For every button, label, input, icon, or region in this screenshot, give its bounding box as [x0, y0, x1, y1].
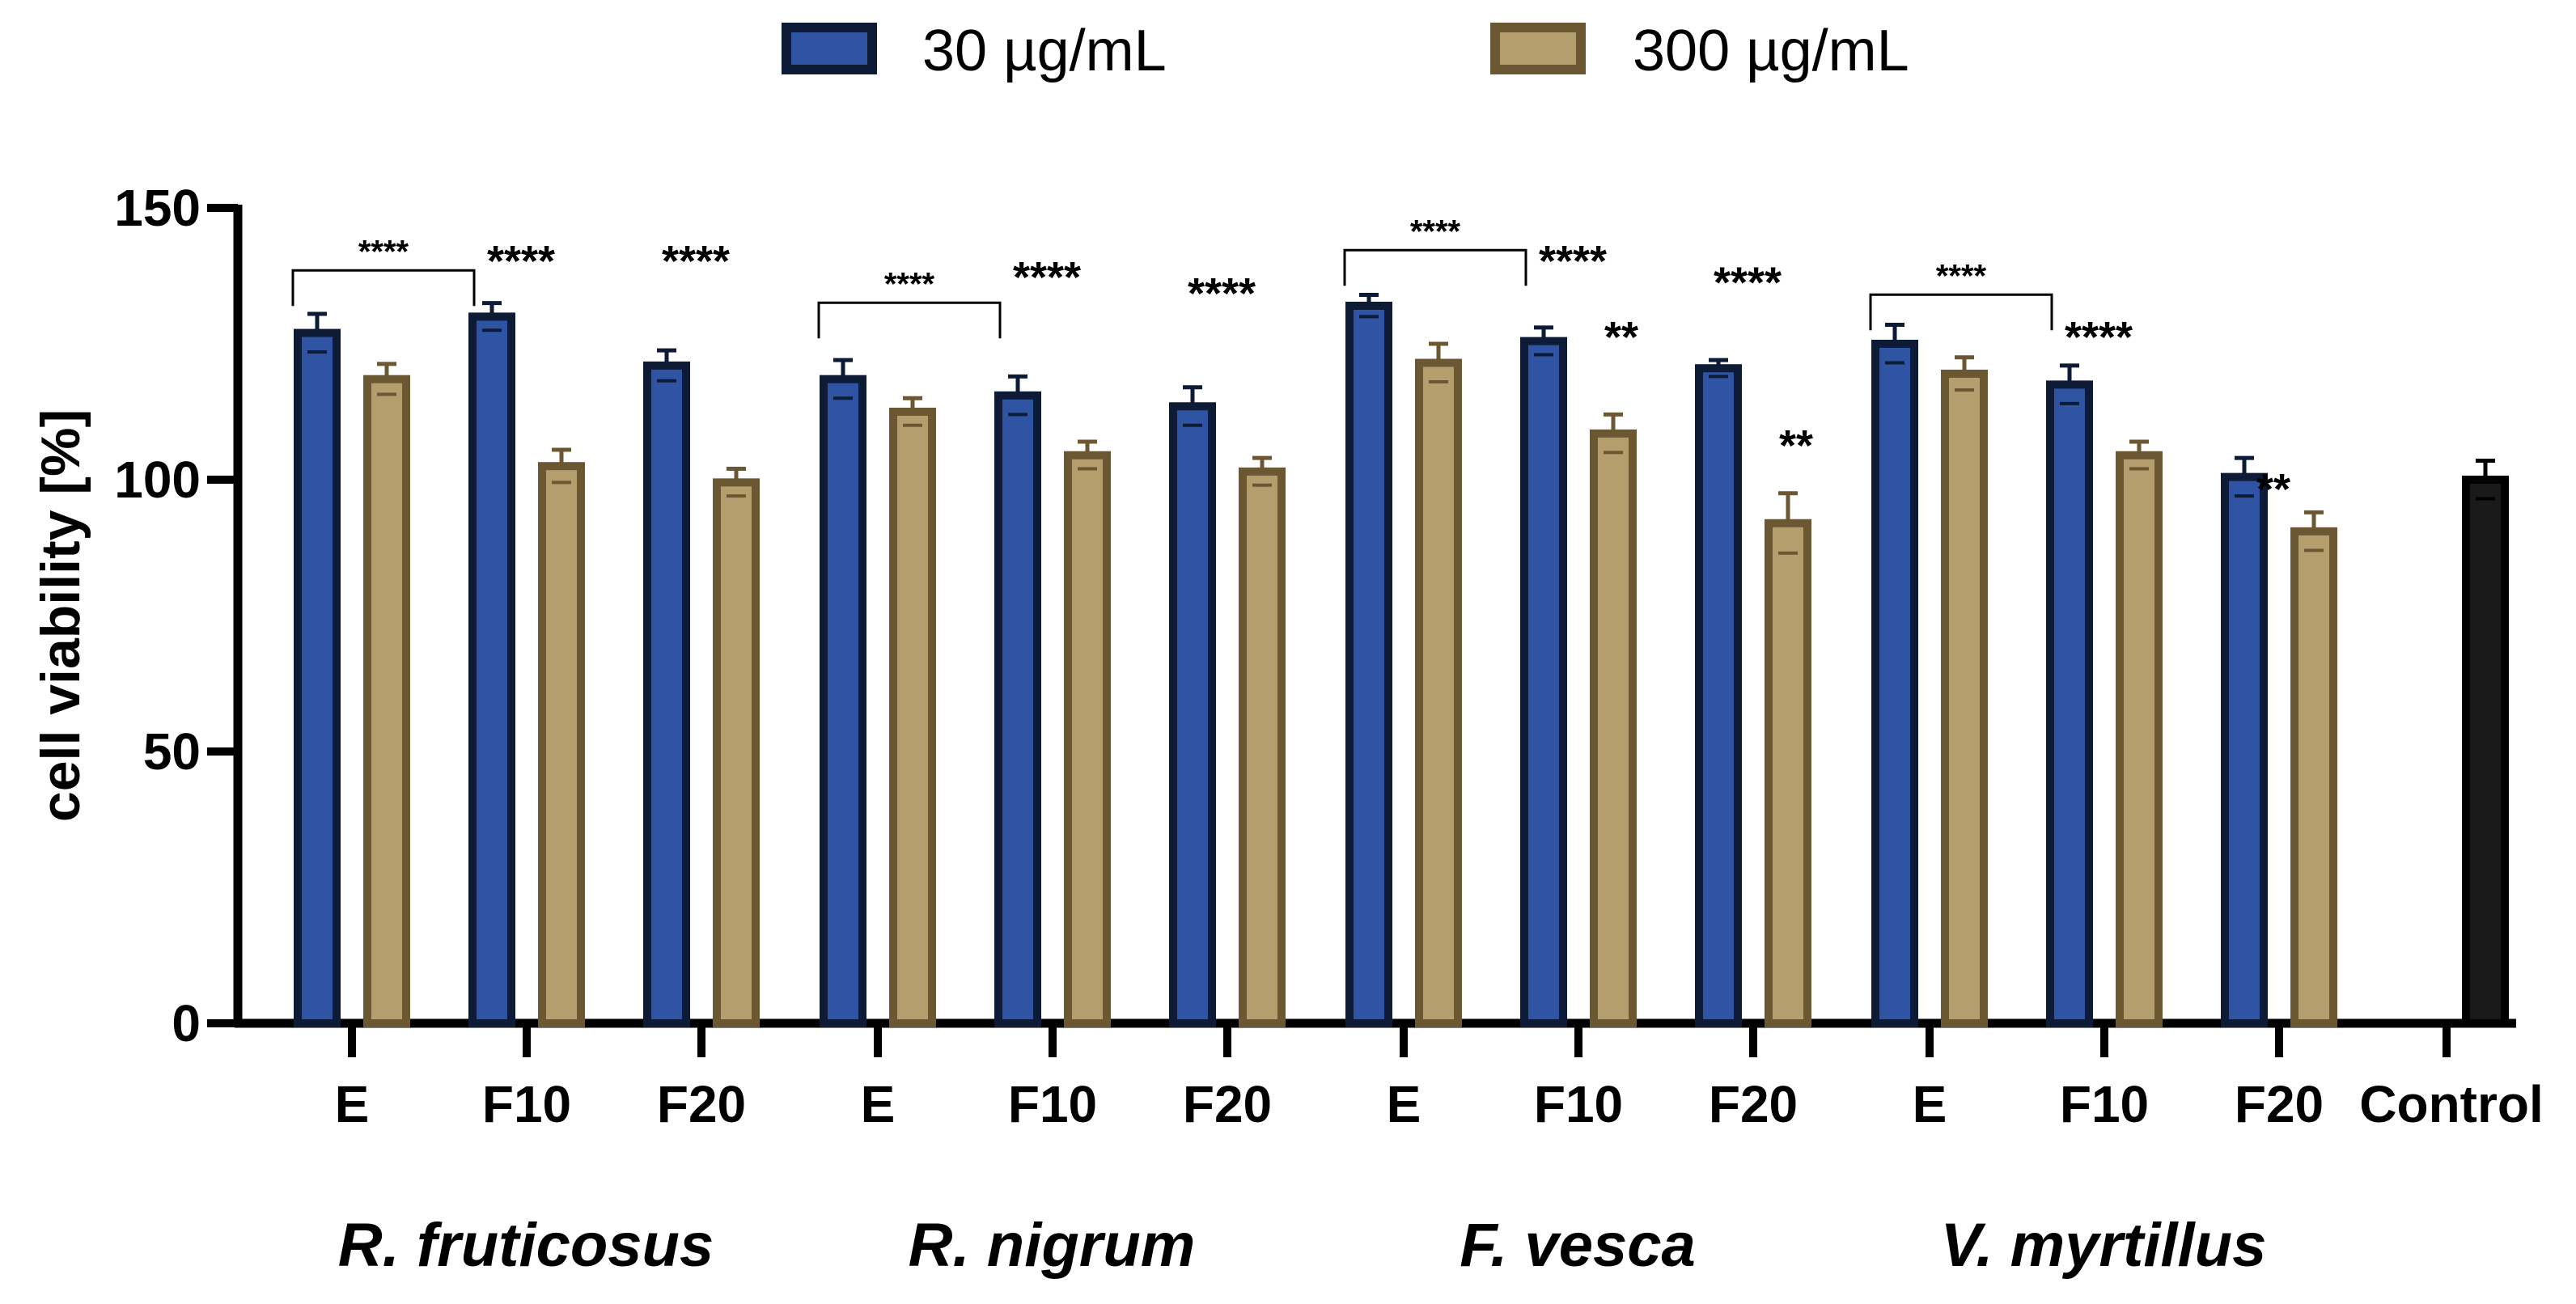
x-tick-label: F20 — [1183, 1075, 1272, 1133]
significance-bracket — [1869, 293, 2053, 331]
bar-30-r-nigrum-e — [820, 375, 866, 1027]
y-tick-label: 150 — [114, 179, 201, 237]
significance-mark: **** — [1539, 237, 1607, 286]
significance-mark: **** — [1410, 214, 1461, 249]
bar-30-v-myrtillus-e — [1871, 340, 1918, 1027]
x-tick-label: E — [335, 1075, 370, 1133]
x-tick-label: E — [861, 1075, 896, 1133]
significance-mark: **** — [662, 237, 730, 286]
bar-30-f-vesca-f20 — [1695, 364, 1742, 1027]
bar-30-v-myrtillus-f20 — [2221, 472, 2268, 1027]
y-tick-label: 50 — [143, 722, 201, 781]
significance-bracket — [817, 301, 1002, 339]
significance-mark: **** — [1188, 269, 1256, 318]
significance-mark: **** — [1936, 258, 1987, 294]
significance-marks: **** **** **** **** **** ********************… — [291, 214, 2290, 514]
bar-300-r-nigrum-e — [889, 408, 936, 1027]
bar-control — [2462, 476, 2509, 1027]
bar-30-r-fruticosus-e — [294, 328, 341, 1027]
significance-mark: ** — [2256, 465, 2290, 514]
legend: 30 µg/mL 300 µg/mL — [782, 19, 1909, 83]
bar-300-r-fruticosus-f10 — [538, 462, 585, 1027]
species-label: V. myrtillus — [1941, 1211, 2267, 1280]
x-tick-label: F20 — [1709, 1075, 1798, 1133]
x-tick-label: F10 — [482, 1075, 571, 1133]
x-tick-label: F10 — [1534, 1075, 1623, 1133]
significance-mark: **** — [1013, 253, 1081, 302]
bar-300-r-fruticosus-f20 — [713, 478, 760, 1027]
legend-swatch — [1490, 23, 1586, 74]
bar-300-v-myrtillus-f20 — [2290, 527, 2337, 1027]
significance-mark: ** — [1779, 421, 1813, 470]
x-tick-label: E — [1913, 1075, 1947, 1133]
y-axis-label: cell viability [%] — [30, 409, 91, 822]
y-tick-label: 100 — [114, 451, 201, 509]
significance-mark: ** — [1604, 313, 1638, 362]
x-labels: E F10 F20 R. fruticosus E F10 F20 R. nigrum E F10… — [335, 1075, 2544, 1280]
bar-30-v-myrtillus-f10 — [2046, 380, 2093, 1027]
bar-30-r-nigrum-f10 — [994, 391, 1041, 1027]
bar-30-f-vesca-f10 — [1520, 337, 1567, 1027]
species-label: F. vesca — [1460, 1211, 1696, 1280]
bar-30-r-fruticosus-f10 — [468, 312, 515, 1027]
x-tick-label: F10 — [1008, 1075, 1097, 1133]
legend-label: 300 µg/mL — [1633, 19, 1909, 83]
significance-mark: **** — [884, 266, 935, 302]
species-label: R. fruticosus — [338, 1211, 714, 1280]
x-tick-label-control: Control — [2359, 1075, 2544, 1133]
bar-30-r-fruticosus-f20 — [643, 361, 690, 1027]
species-label: R. nigrum — [909, 1211, 1196, 1280]
bar-300-v-myrtillus-f10 — [2116, 451, 2163, 1027]
bar-30-r-nigrum-f20 — [1169, 402, 1216, 1027]
x-tick-label: F20 — [657, 1075, 746, 1133]
significance-mark: **** — [2065, 313, 2133, 362]
x-tick-label: F10 — [2060, 1075, 2149, 1133]
axes: 0 50 100 150 cell viability [%] — [30, 179, 2516, 1057]
legend-swatch — [782, 23, 877, 74]
significance-bracket — [291, 269, 476, 307]
bar-300-r-fruticosus-e — [363, 375, 410, 1027]
x-tick-label: E — [1387, 1075, 1421, 1133]
significance-mark: **** — [1714, 259, 1782, 307]
significance-mark: **** — [358, 234, 409, 269]
bar-300-v-myrtillus-e — [1941, 369, 1988, 1027]
bar-300-f-vesca-f10 — [1590, 429, 1637, 1027]
bars — [294, 293, 2509, 1027]
bar-300-r-nigrum-f20 — [1239, 467, 1286, 1027]
y-tick-label: 0 — [172, 994, 201, 1052]
significance-mark: **** — [487, 237, 555, 286]
x-tick-label: F20 — [2235, 1075, 2324, 1133]
bar-300-f-vesca-e — [1415, 358, 1462, 1027]
significance-bracket — [1343, 248, 1527, 286]
legend-label: 30 µg/mL — [922, 19, 1167, 83]
bar-300-f-vesca-f20 — [1765, 519, 1811, 1027]
bar-30-f-vesca-e — [1345, 301, 1392, 1027]
bar-300-r-nigrum-f10 — [1064, 451, 1111, 1027]
